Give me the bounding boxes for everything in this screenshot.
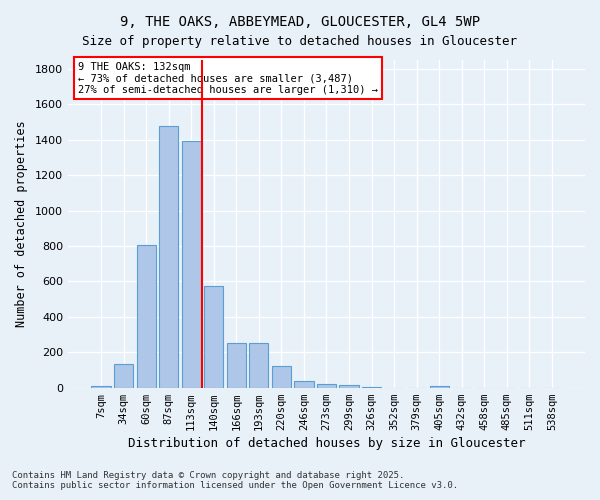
- Bar: [430, 386, 449, 388]
- Bar: [182, 140, 201, 388]
- Text: Contains HM Land Registry data © Crown copyright and database right 2025.
Contai: Contains HM Land Registry data © Crown c…: [12, 470, 458, 490]
- Bar: [272, 366, 291, 388]
- Bar: [137, 245, 155, 388]
- Bar: [340, 385, 359, 388]
- Bar: [362, 387, 381, 388]
- Bar: [159, 126, 178, 388]
- Y-axis label: Number of detached properties: Number of detached properties: [15, 120, 28, 327]
- Bar: [227, 343, 246, 388]
- Bar: [114, 364, 133, 388]
- Bar: [295, 382, 314, 388]
- Text: 9 THE OAKS: 132sqm
← 73% of detached houses are smaller (3,487)
27% of semi-deta: 9 THE OAKS: 132sqm ← 73% of detached hou…: [78, 62, 378, 95]
- Bar: [317, 384, 336, 388]
- Bar: [204, 286, 223, 388]
- X-axis label: Distribution of detached houses by size in Gloucester: Distribution of detached houses by size …: [128, 437, 525, 450]
- Bar: [249, 343, 268, 388]
- Bar: [91, 386, 110, 388]
- Text: 9, THE OAKS, ABBEYMEAD, GLOUCESTER, GL4 5WP: 9, THE OAKS, ABBEYMEAD, GLOUCESTER, GL4 …: [120, 15, 480, 29]
- Text: Size of property relative to detached houses in Gloucester: Size of property relative to detached ho…: [83, 35, 517, 48]
